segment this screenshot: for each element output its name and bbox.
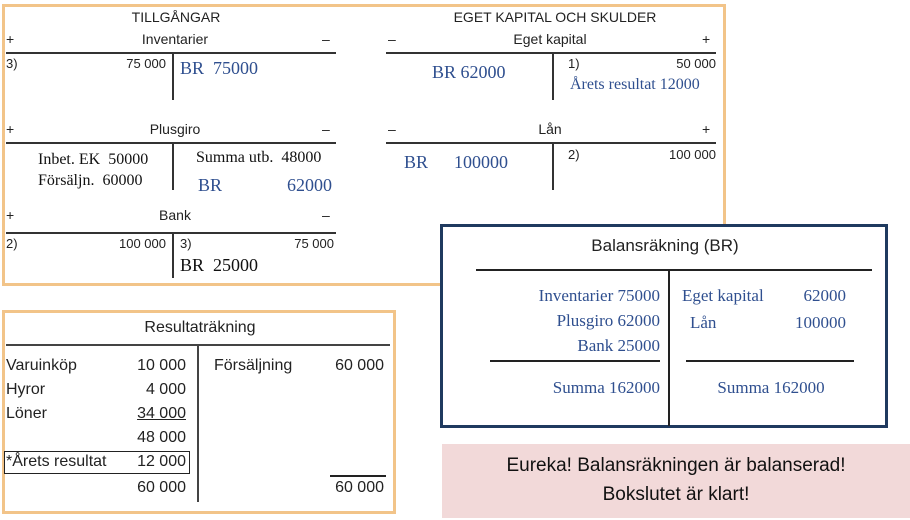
lan-right-ref: 2) <box>568 147 580 162</box>
plusgiro-right-note1: Summa utb. 48000 <box>196 149 322 166</box>
bs-liabilities-total: Summa 162000 <box>717 378 825 397</box>
eget-kapital-right-amount: 50 000 <box>676 56 716 71</box>
plusgiro-divider <box>172 142 174 190</box>
bs-asset-line: Plusgiro 62000 <box>556 311 660 330</box>
income-row-label: Hyror <box>6 381 46 398</box>
bank-right-amount: 75 000 <box>294 236 334 251</box>
lan-right-amount: 100 000 <box>669 147 716 162</box>
bs-liability-label: Lån <box>690 313 717 332</box>
bank-right-note: BR 25000 <box>180 255 259 275</box>
eget-kapital-minus: – <box>388 31 396 47</box>
plusgiro-title: Plusgiro <box>149 121 201 137</box>
bs-liabilities-sum-rule <box>686 360 854 362</box>
inventarier-minus: – <box>322 31 330 47</box>
lan-plus: + <box>702 121 711 137</box>
eget-kapital-title: Eget kapital <box>513 31 587 47</box>
income-row-amount: 10 000 <box>137 357 186 374</box>
eget-kapital-rule <box>386 52 716 54</box>
lan-rule <box>386 142 716 144</box>
balance-sheet-divider <box>668 270 670 426</box>
inventarier-divider <box>172 52 174 100</box>
result-label: *Årets resultat <box>6 453 107 470</box>
inventarier-rule <box>6 52 336 54</box>
plusgiro-minus: – <box>322 121 330 137</box>
balance-sheet-panel <box>440 224 888 428</box>
inventarier-left-amount: 75 000 <box>126 56 166 71</box>
income-row-amount: 4 000 <box>145 381 186 398</box>
income-row-amount: 34 000 <box>137 405 186 422</box>
bank-rule <box>6 232 336 234</box>
lan-left-note-amount: 100000 <box>454 152 508 172</box>
eget-kapital-divider <box>552 52 554 100</box>
bs-liability-amount: 62000 <box>803 286 847 305</box>
income-statement-title: Resultaträkning <box>144 319 256 336</box>
lan-title: Lån <box>538 121 562 137</box>
inventarier-right-note: BR 75000 <box>180 58 259 78</box>
bs-liability-amount: 100000 <box>795 313 846 332</box>
bs-assets-total: Summa 162000 <box>552 378 660 397</box>
plusgiro-right-note2-amount: 62000 <box>287 175 332 195</box>
inventarier-left-ref: 3) <box>6 56 18 71</box>
eget-kapital-right-note: Årets resultat 12000 <box>570 76 700 93</box>
plusgiro-right-note2-label: BR <box>198 175 223 195</box>
plusgiro-left-note2: Försäljn. 60000 <box>38 172 143 189</box>
bs-asset-line: Inventarier 75000 <box>538 286 660 305</box>
income-total-right: 60 000 <box>335 479 384 496</box>
bank-plus: + <box>6 207 15 223</box>
plusgiro-plus: + <box>6 121 15 137</box>
income-credit-label: Försäljning <box>214 357 293 374</box>
bank-title: Bank <box>159 207 191 223</box>
bank-left-ref: 2) <box>6 236 18 251</box>
inventarier-title: Inventarier <box>141 31 209 47</box>
income-credit-amount: 60 000 <box>335 357 384 374</box>
income-statement-divider <box>197 344 199 502</box>
balance-sheet-title: Balansräkning (BR) <box>591 236 739 255</box>
income-row-label: Löner <box>6 405 47 422</box>
income-row-label: Varuinköp <box>6 357 77 374</box>
bank-divider <box>172 232 174 278</box>
lan-minus: – <box>388 121 396 137</box>
bs-liability-label: Eget kapital <box>682 286 764 305</box>
bank-right-ref: 3) <box>180 236 192 251</box>
result-amount: 12 000 <box>137 453 186 470</box>
eget-kapital-plus: + <box>702 31 711 47</box>
income-total-right-rule <box>330 475 386 477</box>
lan-divider <box>552 142 554 190</box>
liabilities-heading: EGET KAPITAL OCH SKULDER <box>453 9 657 25</box>
plusgiro-left-note1: Inbet. EK 50000 <box>38 151 149 168</box>
banner-line2: Bokslutet är klart! <box>602 484 750 505</box>
inventarier-plus: + <box>6 31 15 47</box>
lan-left-note-label: BR <box>404 152 429 172</box>
bank-minus: – <box>322 207 330 223</box>
plusgiro-rule <box>6 142 336 144</box>
balance-sheet-rule <box>476 269 872 271</box>
assets-heading: TILLGÅNGAR <box>131 9 221 25</box>
eget-kapital-left-note: BR 62000 <box>432 62 506 82</box>
bank-left-amount: 100 000 <box>119 236 166 251</box>
income-total-left: 60 000 <box>137 479 186 496</box>
eget-kapital-right-ref: 1) <box>568 56 580 71</box>
bs-assets-sum-rule <box>490 360 660 362</box>
income-subtotal: 48 000 <box>137 429 186 446</box>
success-banner <box>442 444 910 518</box>
banner-line1: Eureka! Balansräkningen är balanserad! <box>506 455 846 476</box>
result-highlight-box <box>4 451 190 474</box>
bs-asset-line: Bank 25000 <box>577 336 660 355</box>
